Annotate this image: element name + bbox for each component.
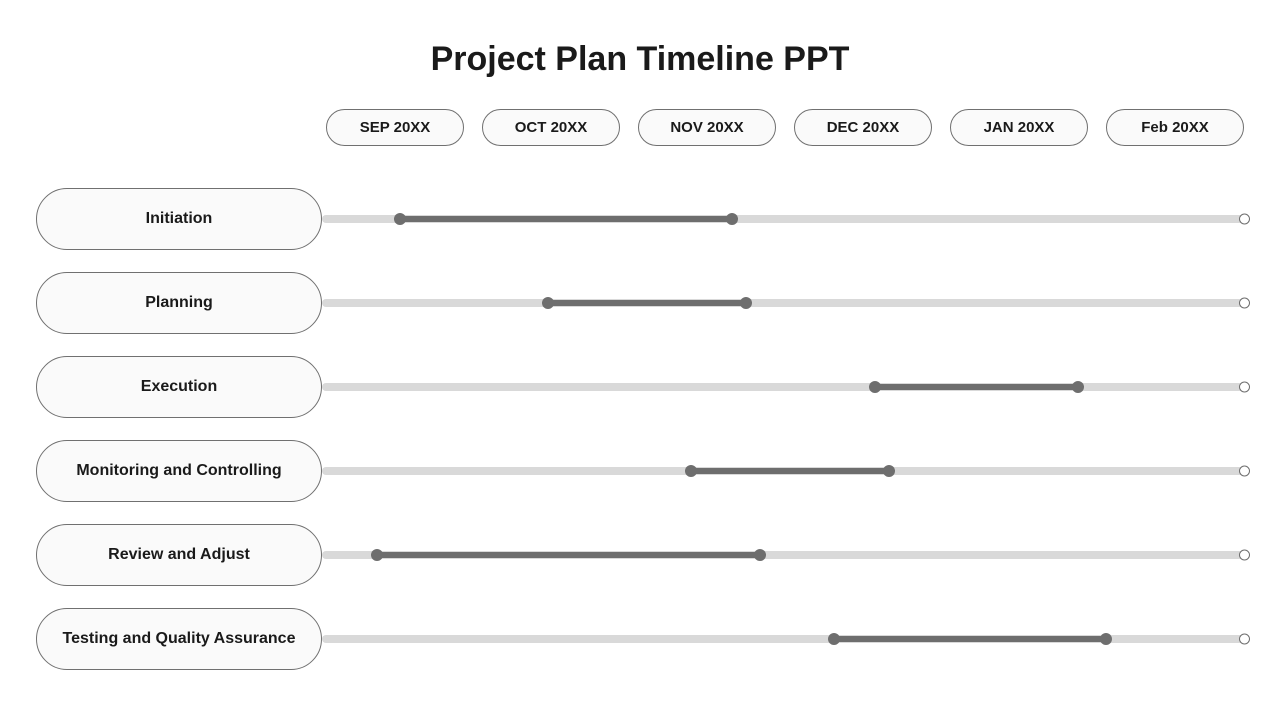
bar-start-dot xyxy=(542,297,554,309)
track-end-circle xyxy=(1239,298,1250,309)
track-background xyxy=(322,299,1244,307)
month-pill: JAN 20XX xyxy=(950,109,1088,146)
bar-start-dot xyxy=(685,465,697,477)
task-pill: Execution xyxy=(36,356,322,418)
gantt-bar xyxy=(400,216,732,222)
month-pill: OCT 20XX xyxy=(482,109,620,146)
bar-end-dot xyxy=(1100,633,1112,645)
gantt-bar xyxy=(875,384,1078,390)
track-end-circle xyxy=(1239,634,1250,645)
track xyxy=(322,632,1244,646)
bar-end-dot xyxy=(883,465,895,477)
gantt-row: Monitoring and Controlling xyxy=(36,440,1244,502)
slide: Project Plan Timeline PPT SEP 20XX OCT 20… xyxy=(0,0,1280,720)
task-pill: Monitoring and Controlling xyxy=(36,440,322,502)
track xyxy=(322,380,1244,394)
track xyxy=(322,548,1244,562)
gantt-rows: Initiation Planning Execution Monitoring an… xyxy=(36,188,1244,670)
month-pill: DEC 20XX xyxy=(794,109,932,146)
track xyxy=(322,296,1244,310)
track-end-circle xyxy=(1239,382,1250,393)
month-pill: Feb 20XX xyxy=(1106,109,1244,146)
bar-end-dot xyxy=(726,213,738,225)
track-end-circle xyxy=(1239,466,1250,477)
bar-end-dot xyxy=(740,297,752,309)
gantt-row: Planning xyxy=(36,272,1244,334)
gantt-row: Initiation xyxy=(36,188,1244,250)
slide-title: Project Plan Timeline PPT xyxy=(36,40,1244,79)
gantt-bar xyxy=(834,636,1106,642)
gantt-row: Testing and Quality Assurance xyxy=(36,608,1244,670)
bar-end-dot xyxy=(754,549,766,561)
track-end-circle xyxy=(1239,214,1250,225)
task-pill: Initiation xyxy=(36,188,322,250)
task-pill: Testing and Quality Assurance xyxy=(36,608,322,670)
gantt-bar xyxy=(548,300,746,306)
gantt-bar xyxy=(377,552,760,558)
track-background xyxy=(322,383,1244,391)
month-pill: NOV 20XX xyxy=(638,109,776,146)
months-row: SEP 20XX OCT 20XX NOV 20XX DEC 20XX JAN 20XX… xyxy=(36,109,1244,146)
bar-start-dot xyxy=(371,549,383,561)
track xyxy=(322,464,1244,478)
bar-end-dot xyxy=(1072,381,1084,393)
task-pill: Planning xyxy=(36,272,322,334)
bar-start-dot xyxy=(869,381,881,393)
month-pill: SEP 20XX xyxy=(326,109,464,146)
track xyxy=(322,212,1244,226)
task-pill: Review and Adjust xyxy=(36,524,322,586)
gantt-row: Review and Adjust xyxy=(36,524,1244,586)
track-end-circle xyxy=(1239,550,1250,561)
bar-start-dot xyxy=(828,633,840,645)
bar-start-dot xyxy=(394,213,406,225)
gantt-bar xyxy=(691,468,889,474)
gantt-row: Execution xyxy=(36,356,1244,418)
